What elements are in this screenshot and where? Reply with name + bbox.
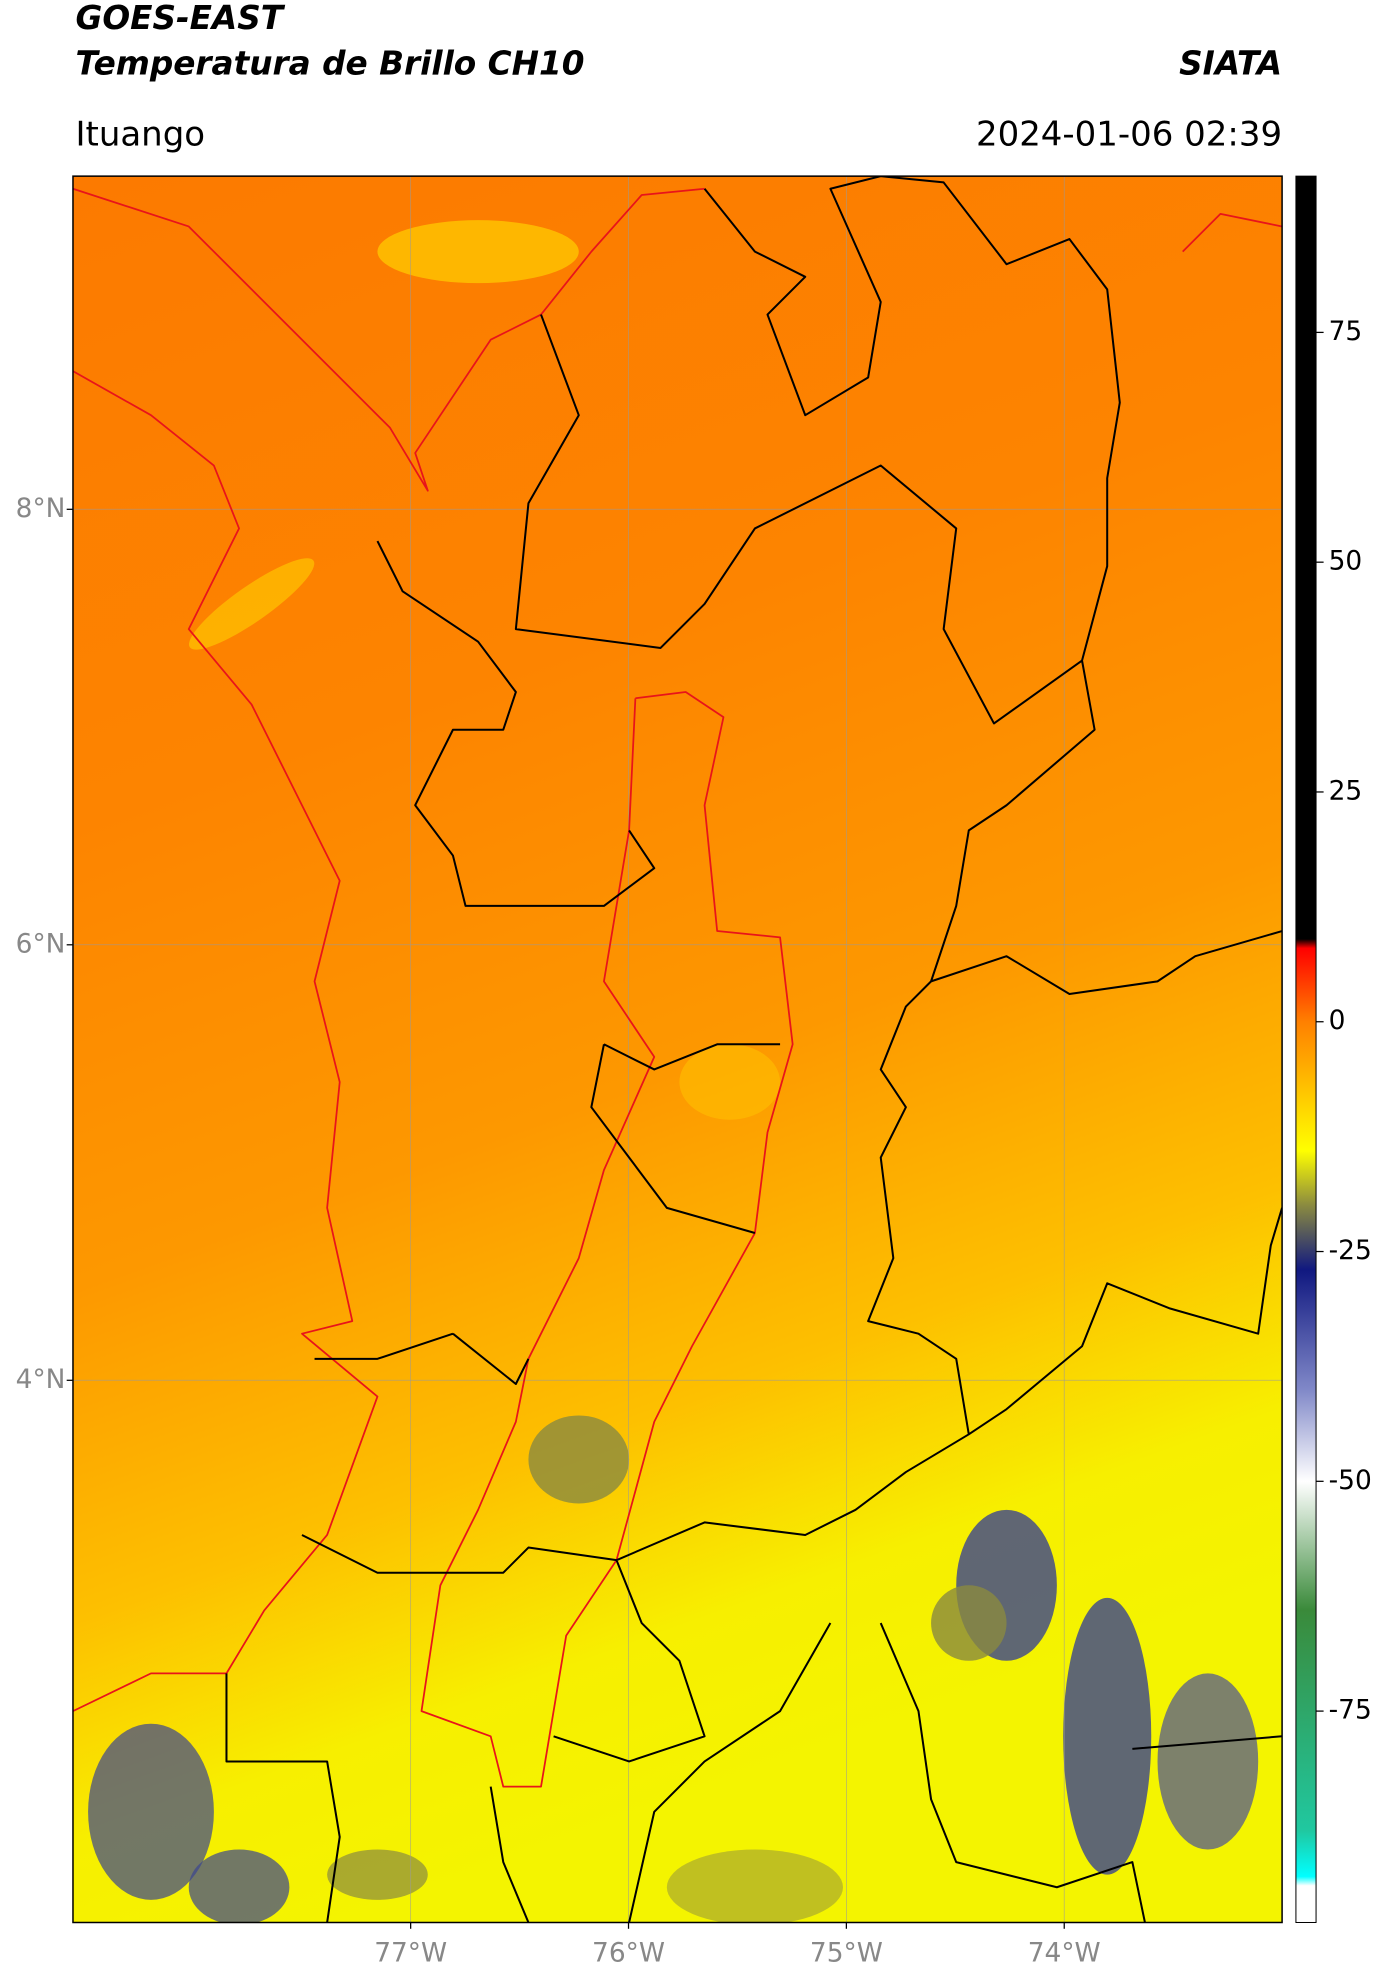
colorbar-tick-label: 0 — [1329, 1005, 1346, 1036]
gridlines — [72, 176, 1283, 1923]
lon-tick-label: 76°W — [592, 1937, 665, 1968]
lat-tick-label: 8°N — [16, 493, 66, 524]
cloud-features — [88, 220, 1259, 1923]
datetime: 2024-01-06 02:39 — [976, 114, 1282, 154]
lon-tick-label: 75°W — [810, 1937, 883, 1968]
colorbar-tick-label: 75 — [1329, 316, 1363, 347]
colorbar-tick-label: -25 — [1329, 1235, 1372, 1266]
colorbar-tick-label: -50 — [1329, 1465, 1372, 1496]
colorbar — [1295, 175, 1317, 1923]
lat-tick-label: 4°N — [16, 1364, 66, 1395]
lon-tick-label: 74°W — [1028, 1937, 1101, 1968]
map — [72, 176, 1283, 1923]
colorbar-tick-label: 50 — [1329, 546, 1363, 577]
borders — [72, 176, 1283, 1923]
lon-tick-label: 77°W — [374, 1937, 447, 1968]
colorbar-tick-label: 25 — [1329, 775, 1363, 806]
lat-tick-label: 6°N — [16, 928, 66, 959]
org: SIATA — [1179, 44, 1282, 82]
location: Ituango — [75, 114, 205, 154]
satellite: GOES-EAST — [75, 0, 285, 37]
map-frame — [72, 175, 1283, 1924]
product: Temperatura de Brillo CH10 — [75, 44, 584, 82]
colorbar-tick-label: -75 — [1329, 1695, 1372, 1726]
